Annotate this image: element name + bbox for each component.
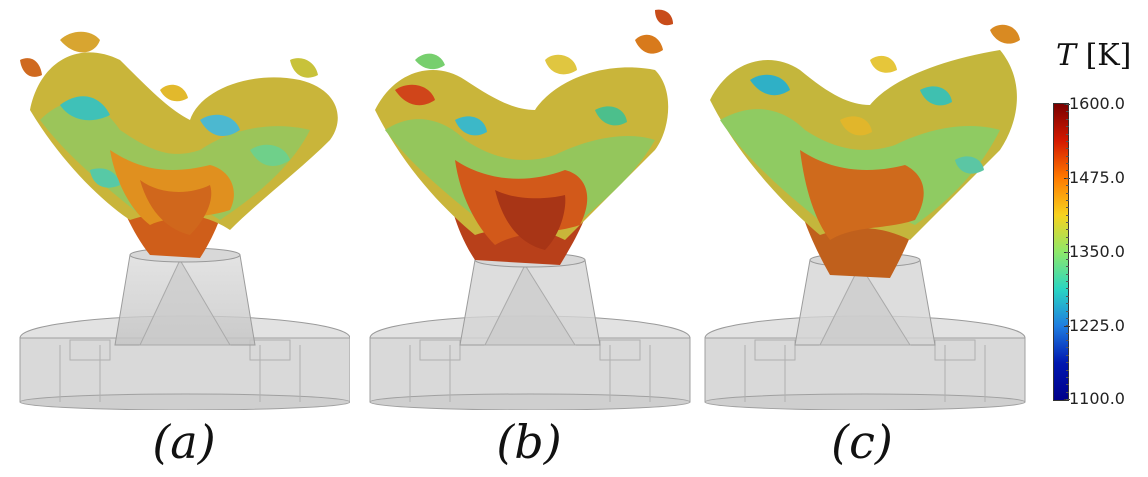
- colorbar-tick-label: 1475.0: [1069, 168, 1125, 187]
- colorbar-minor-tick: [1066, 273, 1069, 275]
- colorbar-minor-tick: [1066, 133, 1069, 135]
- colorbar-minor-tick: [1066, 369, 1069, 371]
- colorbar-minor-tick: [1066, 376, 1069, 378]
- colorbar-title: T [K]: [1056, 38, 1131, 73]
- colorbar-minor-tick: [1066, 126, 1069, 128]
- caption-c: (c): [831, 415, 893, 469]
- colorbar-minor-tick: [1066, 185, 1069, 187]
- colorbar-minor-tick: [1066, 310, 1069, 312]
- colorbar-tick-label: 1600.0: [1069, 94, 1125, 113]
- flame-render-c: [704, 24, 1026, 410]
- colorbar-tick-label: 1225.0: [1069, 316, 1125, 335]
- colorbar-minor-tick: [1066, 354, 1069, 356]
- colorbar-minor-tick: [1066, 288, 1069, 290]
- colorbar-unit: [K]: [1085, 38, 1132, 73]
- colorbar-minor-tick: [1066, 104, 1069, 105]
- flame-render-b: [369, 9, 691, 410]
- colorbar-tick-mark: [1064, 326, 1070, 327]
- colorbar-minor-tick: [1066, 207, 1069, 209]
- colorbar-minor-tick: [1066, 266, 1069, 268]
- colorbar-minor-tick: [1066, 229, 1069, 231]
- colorbar-minor-tick: [1066, 140, 1069, 142]
- colorbar-minor-tick: [1066, 303, 1069, 305]
- colorbar-minor-tick: [1066, 118, 1069, 120]
- colorbar-minor-tick: [1066, 325, 1069, 327]
- colorbar-minor-tick: [1066, 251, 1069, 253]
- caption-b: (b): [496, 415, 562, 469]
- colorbar-minor-tick: [1066, 236, 1069, 238]
- colorbar-tick-label: 1350.0: [1069, 242, 1125, 261]
- colorbar-minor-tick: [1066, 192, 1069, 194]
- colorbar-minor-tick: [1066, 295, 1069, 297]
- colorbar-minor-tick: [1066, 155, 1069, 157]
- colorbar-minor-tick: [1066, 317, 1069, 319]
- colorbar-minor-tick: [1066, 199, 1069, 201]
- colorbar-minor-tick: [1066, 258, 1069, 260]
- flame-render-a: [19, 31, 350, 410]
- colorbar-minor-tick: [1066, 340, 1069, 341]
- colorbar-variable: T: [1056, 38, 1077, 73]
- colorbar-minor-tick: [1066, 170, 1069, 172]
- panel-b-visualization: [355, 0, 695, 410]
- caption-a: (a): [152, 415, 216, 469]
- colorbar-tick-mark: [1064, 252, 1070, 253]
- colorbar-minor-tick: [1066, 384, 1069, 386]
- colorbar-minor-tick: [1066, 399, 1069, 400]
- colorbar-minor-tick: [1066, 244, 1069, 246]
- panel-c-visualization: [700, 0, 1040, 410]
- colorbar-minor-tick: [1066, 111, 1069, 113]
- colorbar-minor-tick: [1066, 177, 1069, 179]
- colorbar-minor-tick: [1066, 281, 1069, 282]
- panel-a-visualization: [0, 0, 350, 410]
- colorbar-minor-tick: [1066, 362, 1069, 364]
- colorbar-minor-tick: [1066, 332, 1069, 334]
- colorbar-tick-label: 1100.0: [1069, 389, 1125, 408]
- colorbar-minor-tick: [1066, 391, 1069, 393]
- colorbar-minor-tick: [1066, 148, 1069, 150]
- colorbar-minor-tick: [1066, 347, 1069, 349]
- colorbar-minor-tick: [1066, 214, 1069, 216]
- colorbar-minor-tick: [1066, 222, 1069, 223]
- colorbar-minor-tick: [1066, 163, 1069, 164]
